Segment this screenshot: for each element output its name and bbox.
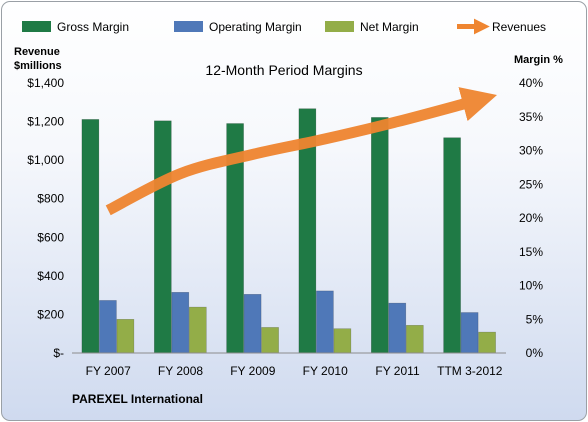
right-tick-label: 40%	[519, 76, 543, 90]
gross-margin-bar	[370, 117, 389, 354]
category-label: FY 2007	[86, 364, 131, 378]
operating-margin-bar	[243, 293, 262, 354]
left-axis-ticks: $- $200 $400 $600 $800 $1,000 $1,200 $1,400	[27, 76, 64, 360]
left-tick-label: $800	[37, 192, 64, 206]
left-tick-label: $1,000	[27, 153, 64, 167]
left-axis-title-line2: $millions	[14, 60, 62, 72]
company-name: PAREXEL International	[72, 392, 203, 406]
category-labels: FY 2007 FY 2008 FY 2009 FY 2010 FY 2011 TTM 3…	[86, 364, 503, 378]
right-tick-label: 5%	[526, 312, 544, 326]
left-tick-label: $-	[53, 346, 64, 360]
bar-series	[81, 108, 496, 354]
right-tick-label: 0%	[526, 346, 544, 360]
net-margin-bar	[116, 318, 135, 354]
revenues-point	[325, 138, 326, 139]
revenue-line	[105, 87, 498, 216]
operating-margin-legend-swatch	[174, 21, 203, 32]
operating-margin-bar	[171, 291, 190, 354]
revenues-point	[108, 210, 109, 211]
revenues-point	[469, 102, 470, 103]
revenues-point	[397, 121, 398, 122]
operating-margin-legend-label: Operating Margin	[209, 20, 302, 34]
gross-margin-bar	[81, 119, 100, 354]
right-tick-label: 35%	[519, 110, 543, 124]
gross-margin-bar	[154, 120, 172, 354]
revenues-line	[105, 87, 498, 216]
category-label: FY 2011	[375, 364, 420, 378]
revenues-point	[252, 154, 253, 155]
net-margin-bar	[333, 328, 352, 354]
gross-margin-legend-swatch	[22, 21, 51, 32]
net-margin-bar	[478, 331, 496, 354]
left-tick-label: $1,400	[27, 76, 64, 90]
revenues-point	[180, 173, 181, 174]
chart-legend: Gross Margin Operating Margin Net Margin Re…	[22, 18, 546, 35]
right-tick-label: 15%	[519, 245, 543, 259]
operating-margin-bar	[460, 312, 479, 354]
left-tick-label: $200	[37, 307, 64, 321]
right-tick-label: 30%	[519, 144, 543, 158]
operating-margin-bar	[388, 302, 407, 354]
right-tick-label: 25%	[519, 177, 543, 191]
category-label: FY 2009	[230, 364, 275, 378]
right-tick-label: 10%	[519, 279, 543, 293]
gross-margin-bar	[443, 137, 461, 354]
category-label: FY 2008	[158, 364, 203, 378]
operating-margin-bar	[316, 290, 334, 354]
net-margin-legend-label: Net Margin	[360, 20, 419, 34]
category-label: FY 2010	[303, 364, 348, 378]
net-margin-bar	[405, 324, 424, 354]
operating-margin-bar	[99, 300, 117, 354]
net-margin-bar	[189, 306, 207, 354]
category-label: TTM 3-2012	[437, 364, 503, 378]
net-margin-legend-swatch	[325, 21, 354, 32]
right-tick-label: 20%	[519, 211, 543, 225]
chart-title: 12-Month Period Margins	[205, 62, 362, 78]
right-axis-title: Margin %	[514, 54, 563, 66]
right-axis-ticks: 0% 5% 10% 15% 20% 25% 30% 35% 40%	[519, 76, 543, 360]
left-axis-title-line1: Revenue	[14, 46, 60, 58]
left-tick-label: $600	[37, 230, 64, 244]
gross-margin-legend-label: Gross Margin	[57, 20, 129, 34]
left-tick-label: $1,200	[27, 115, 64, 129]
net-margin-bar	[261, 327, 279, 354]
revenues-legend-label: Revenues	[492, 20, 546, 34]
left-tick-label: $400	[37, 269, 64, 283]
